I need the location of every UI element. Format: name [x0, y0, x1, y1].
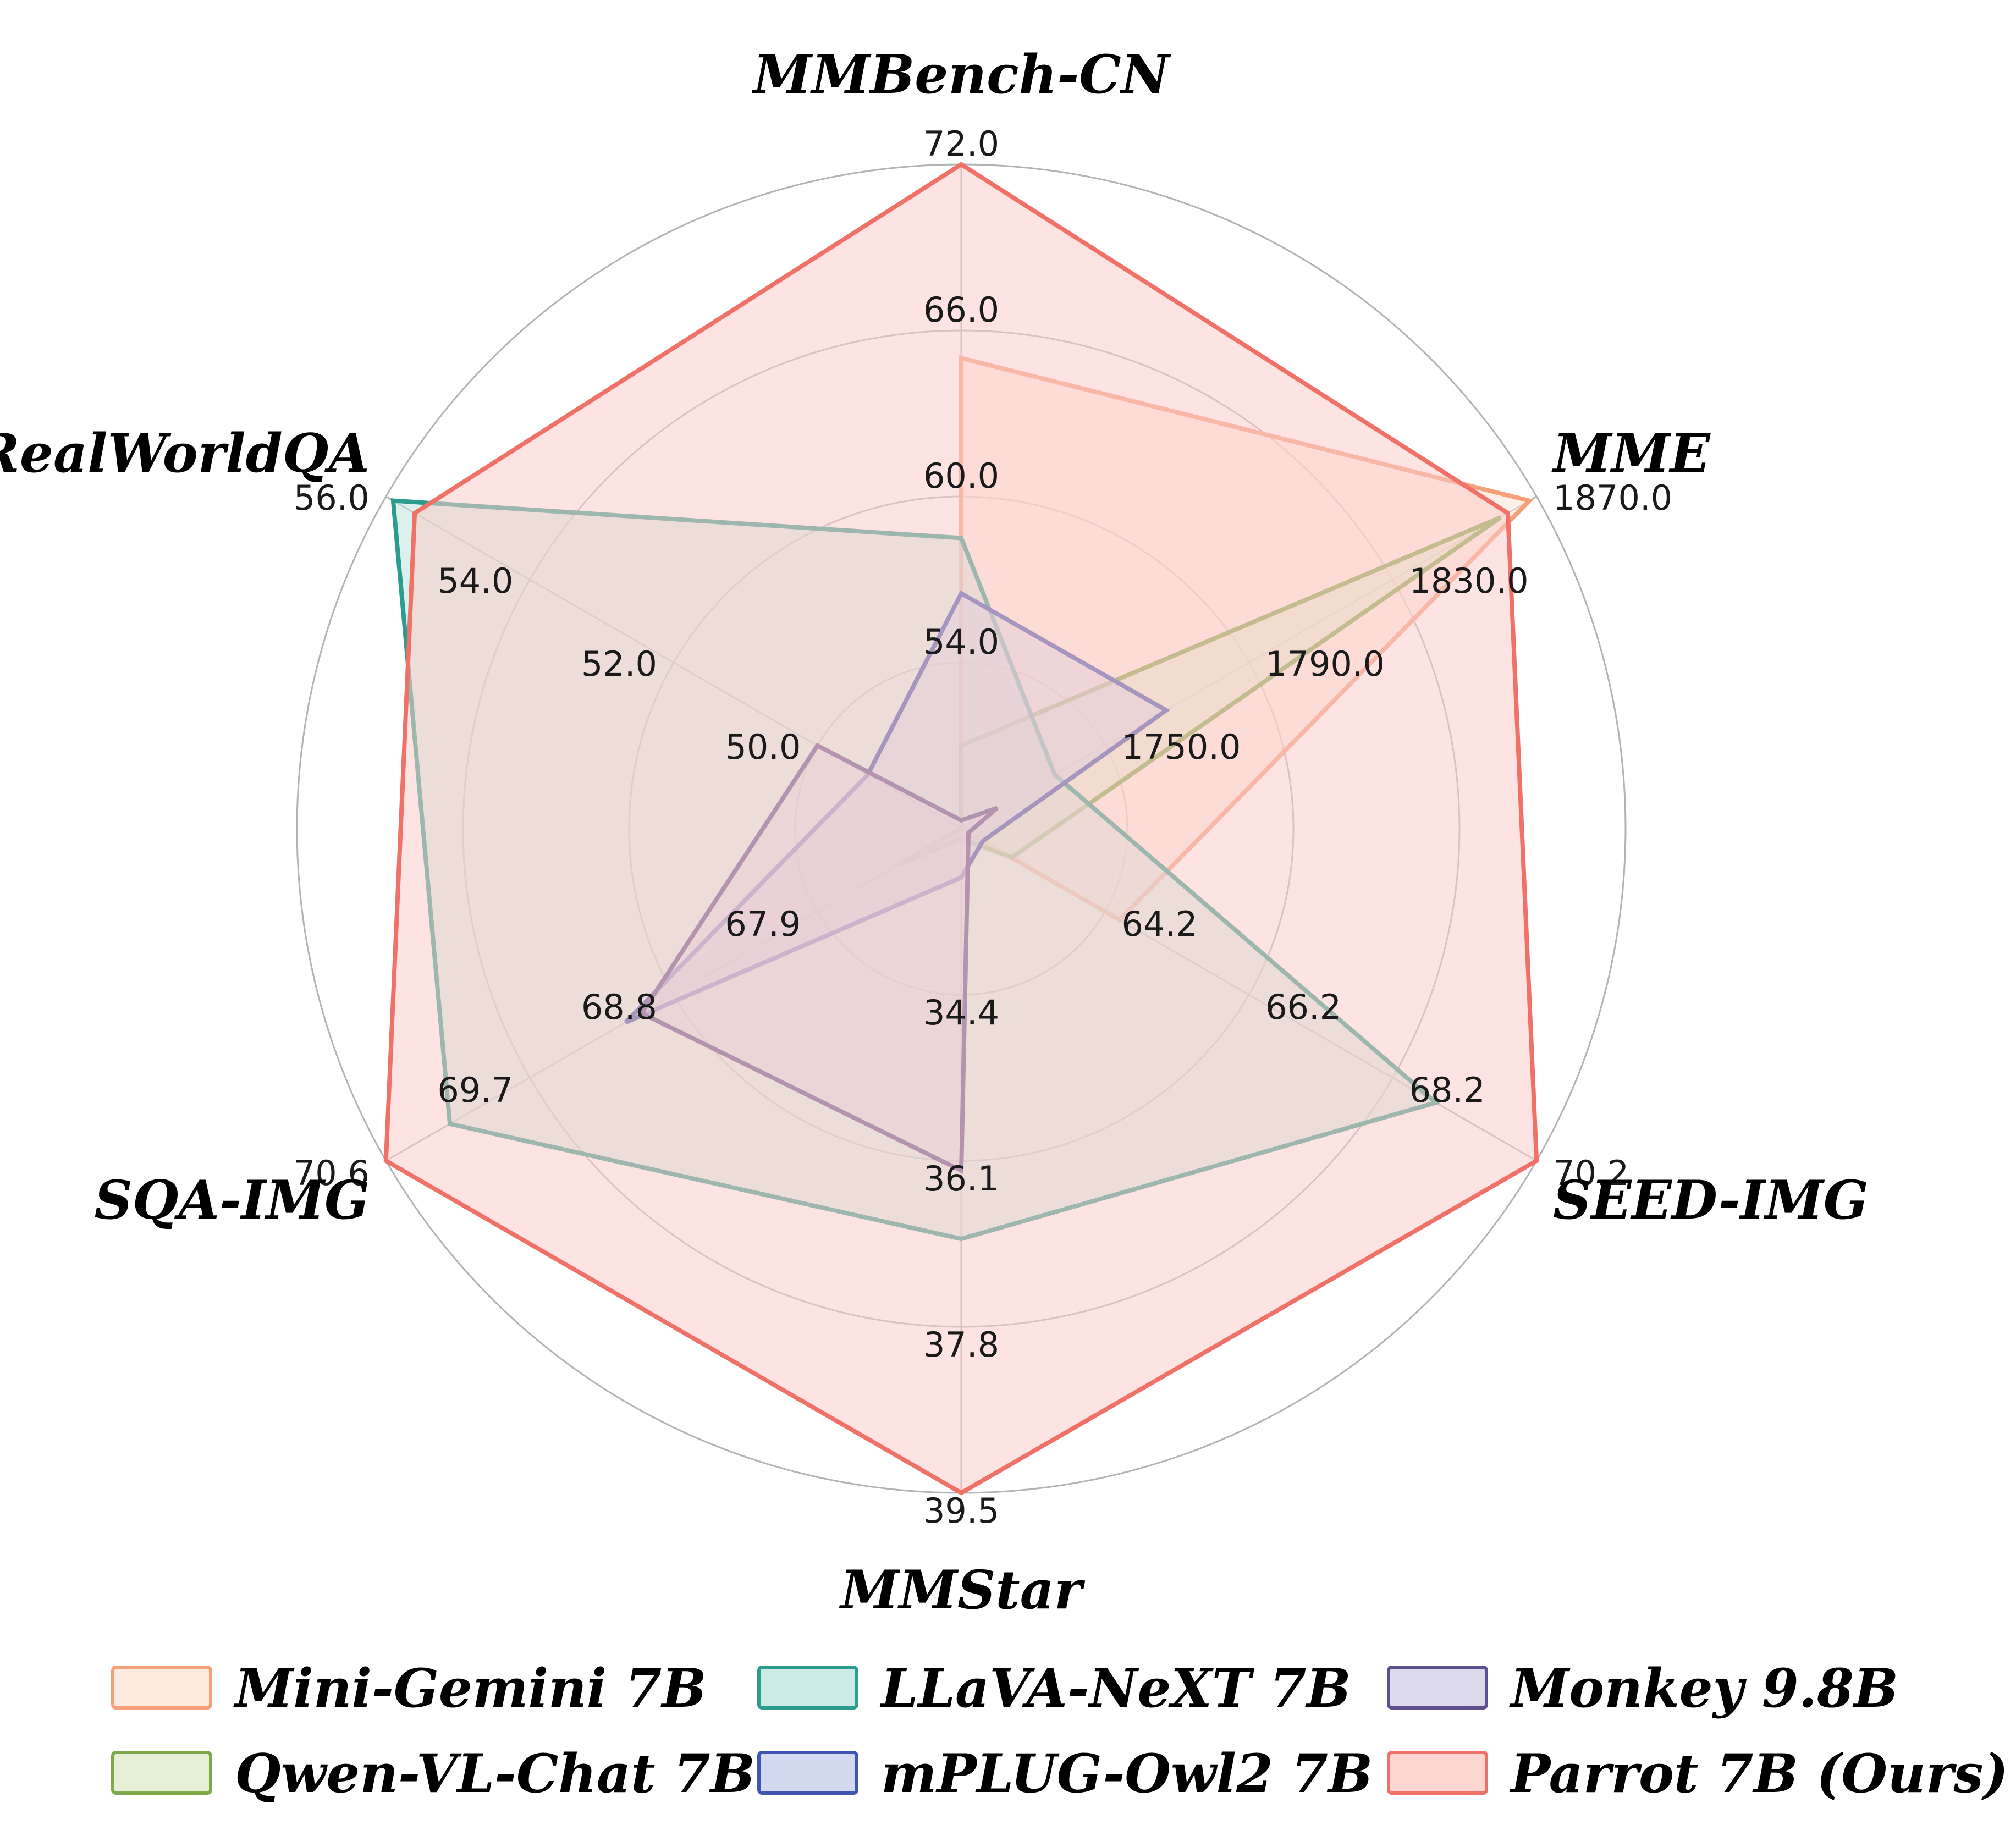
tick-label: 37.8: [923, 1325, 999, 1365]
legend-swatch: [111, 1666, 212, 1710]
tick-label: 60.0: [923, 456, 999, 496]
legend-label: Mini-Gemini 7B: [233, 1657, 707, 1719]
tick-label: 67.9: [725, 904, 801, 944]
axis-label: MME: [1551, 422, 1711, 484]
series-layer: [383, 162, 1539, 1496]
axis-label: RealWorldQA: [0, 422, 370, 484]
tick-label: 64.2: [1122, 904, 1198, 944]
legend-swatch: [1387, 1751, 1488, 1795]
tick-label: 1790.0: [1265, 644, 1385, 684]
tick-label: 52.0: [581, 644, 657, 684]
legend-label: mPLUG-Owl2 7B: [881, 1743, 1373, 1805]
legend-label: Qwen-VL-Chat 7B: [235, 1743, 755, 1805]
legend-swatch: [1387, 1666, 1488, 1710]
tick-label: 70.6: [294, 1153, 370, 1193]
tick-label: 34.4: [923, 993, 999, 1033]
legend-swatch: [111, 1751, 212, 1795]
tick-label: 72.0: [923, 124, 999, 164]
tick-label: 1750.0: [1122, 727, 1241, 767]
tick-label: 56.0: [294, 478, 370, 518]
tick-label: 50.0: [725, 727, 801, 767]
legend-label: Monkey 9.8B: [1509, 1657, 1898, 1719]
tick-label: 1870.0: [1553, 478, 1672, 518]
tick-label: 68.8: [581, 987, 657, 1027]
tick-label: 54.0: [923, 622, 999, 662]
axis-labels: MMBench-CN MME SEED-IMG MMStar SQA-IMG RealWo…: [0, 43, 1869, 1621]
tick-label: 36.1: [923, 1159, 999, 1199]
legend-label: LLaVA-NeXT 7B: [879, 1657, 1351, 1719]
legend-swatch: [757, 1751, 858, 1795]
tick-label: 54.0: [437, 561, 513, 601]
legend: Mini-Gemini 7B Qwen-VL-Chat 7B LLaVA-NeXT …: [111, 1657, 2008, 1805]
axis-label: MMBench-CN: [752, 43, 1171, 106]
tick-label: 69.7: [437, 1070, 513, 1110]
tick-label: 1830.0: [1409, 561, 1529, 601]
tick-label: 68.2: [1409, 1070, 1485, 1110]
axis-label: SEED-IMG: [1553, 1169, 1869, 1231]
series-polygon-5: [383, 162, 1539, 1496]
tick-label: 66.0: [923, 290, 999, 330]
tick-labels: 54.0 60.0 66.0 72.0 1750.0 1790.0 1830.0 1870.0…: [294, 124, 1672, 1531]
axis-label: MMStar: [839, 1559, 1086, 1621]
tick-label: 39.5: [923, 1491, 999, 1531]
legend-label: Parrot 7B (Ours): [1509, 1743, 2008, 1805]
tick-label: 70.2: [1553, 1153, 1629, 1193]
axis-label: SQA-IMG: [95, 1169, 370, 1231]
legend-swatch: [757, 1666, 858, 1710]
tick-label: 66.2: [1265, 987, 1341, 1027]
